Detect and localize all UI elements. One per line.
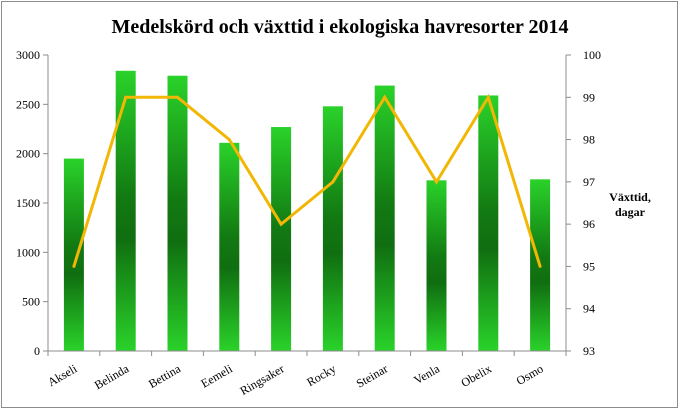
line-point — [227, 138, 231, 142]
category-label-venla: Venla — [411, 361, 442, 387]
line-point — [331, 180, 335, 184]
category-label-eemeli: Eemeli — [198, 361, 235, 390]
right-tick-label: 99 — [583, 90, 595, 104]
bar-rocky — [322, 106, 343, 351]
right-axis-label-line1: Växttid, — [609, 190, 651, 204]
category-label-rocky: Rocky — [304, 361, 338, 389]
line-point — [176, 95, 179, 99]
category-label-obelix: Obelix — [459, 361, 494, 389]
line-point — [486, 95, 490, 99]
bar-steinar — [374, 85, 395, 351]
axes-group — [43, 54, 571, 356]
bar-eemeli — [219, 142, 240, 351]
labels-group: 0 500 1000 1500 2000 2500 3000 93 94 95 96 97 98 99 10… — [16, 48, 601, 398]
category-label-belinda: Belinda — [92, 361, 132, 392]
left-tick-label: 500 — [22, 295, 40, 309]
right-tick-label: 93 — [583, 344, 595, 358]
line-point — [538, 264, 542, 268]
bar-ringsaker — [271, 127, 292, 351]
left-tick-label: 1500 — [16, 196, 40, 210]
left-tick-label: 3000 — [16, 48, 40, 62]
category-label-akseli: Akseli — [45, 361, 80, 389]
line-point — [124, 95, 128, 99]
chart-title: Medelskörd och växttid i ekologiska havr… — [111, 16, 568, 38]
right-tick-label: 100 — [583, 48, 601, 62]
right-tick-label: 95 — [583, 259, 595, 273]
category-label-osmo: Osmo — [514, 361, 546, 387]
left-tick-label: 2000 — [16, 147, 40, 161]
category-label-bettina: Bettina — [146, 361, 184, 391]
category-label-steinar: Steinar — [354, 361, 390, 390]
right-tick-label: 94 — [583, 302, 595, 316]
category-label-ringsaker: Ringsaker — [237, 361, 286, 397]
left-tick-label: 2500 — [16, 97, 40, 111]
line-point — [383, 95, 387, 99]
right-tick-label: 96 — [583, 217, 595, 231]
bar-obelix — [478, 95, 499, 351]
left-tick-label: 0 — [34, 344, 40, 358]
bar-belinda — [115, 70, 136, 351]
line-group — [72, 93, 542, 268]
bar-venla — [426, 180, 447, 351]
right-tick-label: 98 — [583, 133, 595, 147]
line-series-vaxttid — [72, 93, 542, 267]
right-axis-label-line2: dagar — [615, 205, 646, 219]
bar-akseli — [63, 158, 84, 351]
bar-bettina — [167, 75, 188, 351]
line-point — [72, 264, 76, 268]
left-tick-label: 1000 — [16, 245, 40, 259]
right-tick-label: 97 — [583, 175, 595, 189]
line-point — [279, 222, 283, 226]
line-point — [435, 180, 438, 184]
bars-group — [63, 70, 551, 351]
